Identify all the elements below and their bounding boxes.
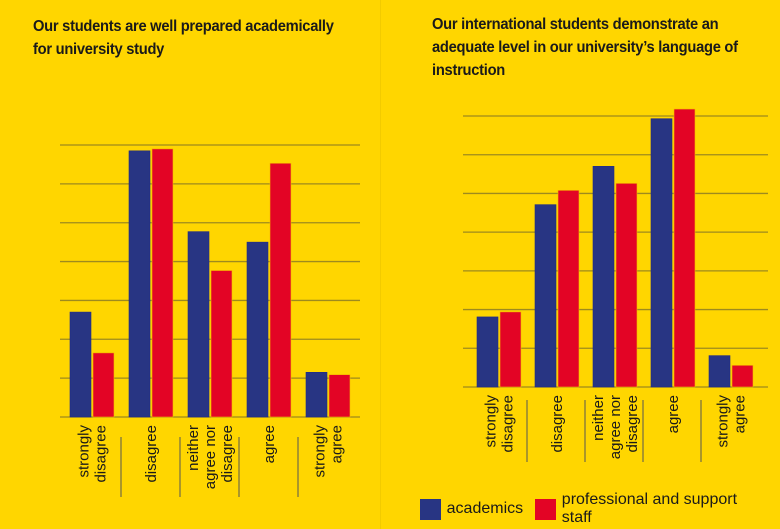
category-label: strongly [312, 425, 329, 478]
bar-staff-1 [557, 190, 580, 388]
bar-staff-0 [92, 352, 115, 418]
category-label: strongly [715, 395, 732, 448]
category-label: disagree [500, 395, 517, 453]
category-label: neither [590, 395, 607, 441]
category-label: agree nor [607, 395, 624, 459]
legend: academics professional and support staff [420, 491, 780, 527]
legend-label-staff: professional and support staff [561, 491, 738, 526]
bar-academics-1 [128, 150, 151, 418]
bar-staff-4 [731, 365, 754, 388]
bar-staff-1 [151, 148, 174, 418]
category-label: agree [329, 425, 346, 463]
panel-divider [380, 0, 381, 529]
legend-swatch-staff [535, 498, 556, 520]
bar-staff-0 [499, 311, 522, 388]
category-label: agree [261, 425, 278, 463]
bar-academics-4 [708, 355, 731, 388]
bar-academics-2 [592, 166, 615, 388]
category-label: strongly [76, 425, 93, 478]
bar-academics-3 [650, 118, 673, 388]
bar-academics-0 [69, 311, 92, 418]
category-label: strongly [483, 395, 500, 448]
category-label: agree [665, 395, 682, 433]
legend-swatch-academics [420, 498, 441, 520]
bar-academics-1 [534, 204, 557, 388]
category-label: disagree [143, 425, 160, 483]
chart-title-left: Our students are well prepared academica… [33, 18, 334, 58]
bar-staff-3 [269, 162, 292, 418]
category-label: neither [185, 425, 202, 471]
bar-academics-3 [246, 241, 269, 418]
bar-academics-4 [305, 372, 328, 418]
bar-academics-2 [187, 231, 210, 418]
chart-title-right: Our international students demonstrate a… [432, 16, 738, 79]
bar-staff-2 [210, 270, 233, 418]
category-label: disagree [624, 395, 641, 453]
bar-staff-2 [615, 183, 638, 388]
category-label: agree [732, 395, 749, 433]
category-label: disagree [549, 395, 566, 453]
bar-staff-3 [673, 108, 696, 388]
category-label: agree nor [202, 425, 219, 489]
category-label: disagree [219, 425, 236, 483]
bar-staff-4 [328, 374, 351, 418]
category-label: disagree [93, 425, 110, 483]
bar-academics-0 [476, 316, 499, 388]
legend-label-academics: academics [446, 500, 524, 517]
